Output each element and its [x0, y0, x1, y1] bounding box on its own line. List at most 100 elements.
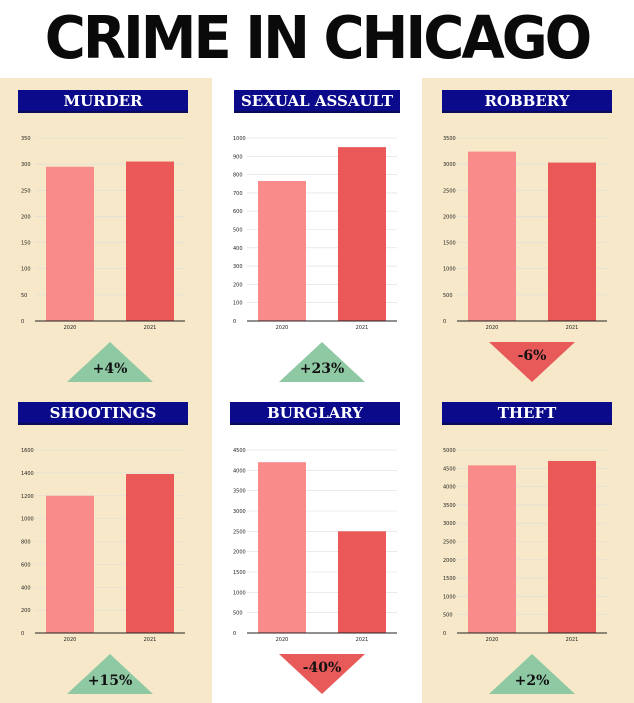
- y-tick-label: 500: [443, 613, 453, 619]
- y-tick-label: 0: [443, 319, 446, 325]
- bar-chart-sexual-assault: 0 100 200 300 400 500 600 700 800 900 1000 2020 2021…: [233, 136, 397, 382]
- change-label: -6%: [518, 348, 547, 364]
- y-tick-label: 1500: [443, 241, 456, 247]
- y-tick-label: 150: [21, 241, 31, 247]
- bar-2020: [258, 462, 306, 633]
- change-label: +15%: [88, 673, 133, 689]
- bar-chart-murder: 0 50 100 150 200 250 300 350 2020 2021 +4%: [21, 136, 185, 382]
- y-tick-label: 1500: [233, 570, 246, 576]
- y-tick-label: 5000: [443, 448, 456, 454]
- decrease-triangle-icon: [489, 342, 575, 382]
- y-tick-label: 350: [21, 136, 31, 142]
- y-tick-label: 0: [21, 631, 24, 637]
- y-tick-label: 0: [233, 319, 236, 325]
- bar-chart-burglary: 0 500 1000 1500 2000 2500 3000 3500 4000 4500 2020…: [233, 448, 397, 694]
- y-tick-label: 300: [21, 162, 31, 168]
- y-tick-label: 100: [21, 267, 31, 273]
- chart-title-murder: MURDER: [18, 90, 188, 113]
- y-tick-label: 2500: [443, 188, 456, 194]
- y-tick-label: 4000: [233, 468, 246, 474]
- x-category-label: 2020: [276, 325, 289, 331]
- y-tick-label: 400: [21, 585, 31, 591]
- page-title: CRIME IN CHICAGO: [44, 4, 593, 73]
- bar-chart-theft: 0 500 1000 1500 2000 2500 3000 3500 4000 4500 5000…: [443, 448, 607, 694]
- chart-title-robbery: ROBBERY: [442, 90, 612, 113]
- y-tick-label: 250: [21, 188, 31, 194]
- y-tick-label: 2000: [443, 558, 456, 564]
- y-tick-label: 600: [21, 562, 31, 568]
- y-tick-label: 4000: [443, 485, 456, 491]
- y-tick-label: 0: [443, 631, 446, 637]
- y-tick-label: 3000: [443, 521, 456, 527]
- y-tick-label: 100: [233, 301, 243, 307]
- bar-2021: [126, 474, 174, 633]
- decrease-triangle-icon: [279, 654, 365, 694]
- bar-2020: [46, 495, 94, 633]
- y-tick-label: 600: [233, 209, 243, 215]
- y-tick-label: 800: [21, 540, 31, 546]
- x-category-label: 2020: [486, 325, 499, 331]
- bar-2020: [258, 181, 306, 321]
- chart-panel-robbery: ROBBERY 0 500 1000 1500 2000 2500 3000 3500 2020 2…: [422, 78, 634, 390]
- y-tick-label: 2000: [233, 550, 246, 556]
- y-tick-label: 500: [233, 228, 243, 234]
- bar-chart-shootings: 0 200 400 600 800 1000 1200 1400 1600 2020 2021 +15…: [21, 448, 185, 694]
- bar-2020: [468, 151, 516, 321]
- bar-2021: [548, 460, 596, 633]
- y-tick-label: 2000: [443, 214, 456, 220]
- x-category-label: 2021: [566, 325, 579, 331]
- bar-2021: [338, 531, 386, 633]
- bar-2020: [46, 166, 94, 321]
- increase-triangle-icon: [489, 654, 575, 694]
- y-tick-label: 1500: [443, 576, 456, 582]
- chart-title-burglary: BURGLARY: [230, 402, 400, 425]
- y-tick-label: 0: [21, 319, 24, 325]
- x-category-label: 2020: [64, 325, 77, 331]
- change-label: +4%: [93, 361, 128, 377]
- y-tick-label: 0: [233, 631, 236, 637]
- y-tick-label: 300: [233, 264, 243, 270]
- y-tick-label: 500: [443, 293, 453, 299]
- y-tick-label: 1000: [233, 590, 246, 596]
- y-tick-label: 1400: [21, 471, 34, 477]
- chart-title-shootings: SHOOTINGS: [18, 402, 188, 425]
- bar-2021: [548, 162, 596, 321]
- bar-2020: [468, 465, 516, 633]
- y-tick-label: 200: [21, 608, 31, 614]
- y-tick-label: 4500: [233, 448, 246, 454]
- x-category-label: 2020: [276, 637, 289, 643]
- y-tick-label: 200: [21, 214, 31, 220]
- x-category-label: 2020: [64, 637, 77, 643]
- bar-2021: [126, 161, 174, 321]
- chart-panel-burglary: BURGLARY 0 500 1000 1500 2000 2500 3000 3500 4000…: [212, 390, 422, 703]
- y-tick-label: 3500: [233, 489, 246, 495]
- y-tick-label: 3500: [443, 503, 456, 509]
- y-tick-label: 3500: [443, 136, 456, 142]
- change-label: +23%: [300, 361, 345, 377]
- bar-2021: [338, 147, 386, 321]
- y-tick-label: 2500: [443, 540, 456, 546]
- x-category-label: 2021: [144, 325, 157, 331]
- change-label: -40%: [303, 660, 342, 676]
- y-tick-label: 2500: [233, 529, 246, 535]
- y-tick-label: 900: [233, 154, 243, 160]
- chart-title-theft: THEFT: [442, 402, 612, 425]
- y-tick-label: 3000: [443, 162, 456, 168]
- increase-triangle-icon: [67, 654, 153, 694]
- y-tick-label: 1200: [21, 494, 34, 500]
- x-category-label: 2021: [566, 637, 579, 643]
- chart-panel-sexual-assault: SEXUAL ASSAULT 0 100 200 300 400 500 600 700 800 9…: [212, 78, 422, 390]
- x-category-label: 2020: [486, 637, 499, 643]
- y-tick-label: 1000: [443, 594, 456, 600]
- y-tick-label: 800: [233, 173, 243, 179]
- y-tick-label: 200: [233, 282, 243, 288]
- chart-panel-theft: THEFT 0 500 1000 1500 2000 2500 3000 3500 4000 450…: [422, 390, 634, 703]
- y-tick-label: 1000: [443, 267, 456, 273]
- x-category-label: 2021: [356, 637, 369, 643]
- y-tick-label: 1000: [233, 136, 246, 142]
- y-tick-label: 1600: [21, 448, 34, 454]
- chart-title-sexual-assault: SEXUAL ASSAULT: [234, 90, 400, 113]
- y-tick-label: 50: [21, 293, 27, 299]
- x-category-label: 2021: [144, 637, 157, 643]
- x-category-label: 2021: [356, 325, 369, 331]
